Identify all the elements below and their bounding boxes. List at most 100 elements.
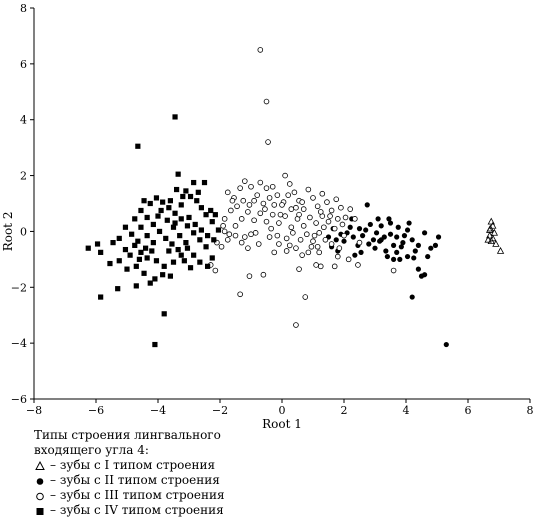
data-point bbox=[255, 241, 262, 247]
data-point bbox=[333, 237, 339, 243]
data-point bbox=[147, 280, 153, 286]
data-point bbox=[232, 223, 239, 229]
data-point bbox=[248, 183, 254, 190]
data-point bbox=[237, 185, 243, 191]
data-point bbox=[293, 245, 299, 251]
y-axis-label: Root 2 bbox=[1, 212, 15, 252]
data-point bbox=[425, 253, 431, 260]
data-point bbox=[328, 241, 335, 247]
data-point bbox=[107, 260, 113, 267]
data-point bbox=[400, 240, 406, 246]
data-point bbox=[422, 230, 428, 236]
data-point bbox=[293, 322, 299, 328]
data-point bbox=[492, 239, 500, 247]
data-point bbox=[310, 195, 316, 201]
data-point bbox=[409, 294, 415, 300]
legend-entry-type-4: – зубы с IV типом строения bbox=[34, 503, 225, 518]
legend-entry-label: – зубы с IV типом строения bbox=[50, 503, 224, 517]
series-3 bbox=[207, 47, 397, 328]
data-point bbox=[150, 240, 156, 246]
data-point bbox=[373, 230, 380, 236]
data-point bbox=[136, 256, 142, 262]
circle-filled-icon bbox=[34, 475, 46, 487]
x-tick-label: 2 bbox=[341, 404, 348, 417]
data-point bbox=[141, 270, 147, 276]
data-point bbox=[198, 205, 204, 211]
data-point bbox=[327, 213, 333, 219]
data-point bbox=[203, 244, 209, 250]
data-point bbox=[178, 216, 184, 222]
triangle-open-icon bbox=[34, 460, 46, 472]
data-point bbox=[496, 246, 505, 254]
data-point bbox=[336, 245, 343, 251]
y-tick-label: 4 bbox=[20, 114, 27, 127]
data-point bbox=[390, 267, 397, 274]
x-tick-label: 0 bbox=[279, 404, 286, 417]
data-point bbox=[170, 259, 177, 265]
legend-entry-label: – зубы с III типом строения bbox=[50, 488, 225, 502]
data-point bbox=[325, 218, 332, 225]
x-tick-label: −2 bbox=[212, 404, 228, 417]
data-point bbox=[263, 218, 270, 225]
data-point bbox=[133, 283, 139, 289]
data-point bbox=[276, 241, 282, 247]
x-axis-label: Root 1 bbox=[262, 417, 302, 431]
data-point bbox=[277, 211, 284, 218]
x-tick-label: 6 bbox=[465, 404, 472, 417]
data-point bbox=[156, 228, 163, 235]
data-point bbox=[178, 202, 184, 208]
data-point bbox=[98, 249, 104, 255]
data-point bbox=[153, 258, 160, 264]
data-point bbox=[161, 263, 167, 269]
data-point bbox=[364, 202, 370, 208]
data-point bbox=[268, 225, 274, 232]
data-point bbox=[166, 205, 172, 211]
data-point bbox=[245, 245, 251, 251]
data-point bbox=[132, 216, 138, 222]
data-point bbox=[260, 271, 267, 278]
data-point bbox=[377, 238, 383, 244]
y-tick-label: 0 bbox=[20, 225, 27, 238]
data-point bbox=[443, 341, 449, 348]
data-point bbox=[487, 217, 495, 225]
data-point bbox=[251, 197, 257, 204]
data-point bbox=[487, 237, 495, 245]
data-point bbox=[316, 230, 323, 236]
data-point bbox=[271, 249, 278, 256]
data-point bbox=[257, 179, 264, 186]
data-point bbox=[221, 228, 228, 235]
x-tick-label: 8 bbox=[527, 404, 534, 417]
data-point bbox=[313, 220, 319, 226]
data-point bbox=[338, 204, 344, 211]
x-tick-label: −4 bbox=[150, 404, 166, 417]
legend-title-line-2: входящего угла 4: bbox=[34, 443, 149, 457]
data-point bbox=[178, 252, 184, 258]
data-point bbox=[366, 241, 372, 247]
data-point bbox=[303, 231, 310, 238]
data-point bbox=[186, 214, 192, 221]
data-point bbox=[209, 255, 215, 261]
data-point bbox=[345, 256, 352, 263]
series-1 bbox=[484, 217, 505, 254]
data-point bbox=[360, 233, 366, 239]
data-point bbox=[302, 294, 309, 300]
data-point bbox=[147, 200, 153, 207]
legend-entry-label: – зубы с I типом строения bbox=[50, 458, 216, 472]
data-point bbox=[305, 249, 312, 256]
data-point bbox=[116, 258, 122, 264]
data-point bbox=[372, 245, 378, 251]
data-point bbox=[237, 291, 243, 298]
data-point bbox=[172, 210, 178, 216]
data-point bbox=[262, 206, 268, 212]
data-point bbox=[356, 226, 363, 232]
data-point bbox=[266, 234, 273, 240]
data-point bbox=[288, 206, 295, 212]
data-point bbox=[263, 98, 270, 105]
data-point bbox=[221, 216, 228, 222]
data-point bbox=[143, 245, 149, 251]
data-point bbox=[184, 223, 191, 229]
data-point bbox=[317, 209, 324, 215]
data-point bbox=[155, 213, 161, 219]
data-point bbox=[163, 235, 169, 242]
data-point bbox=[180, 193, 186, 200]
